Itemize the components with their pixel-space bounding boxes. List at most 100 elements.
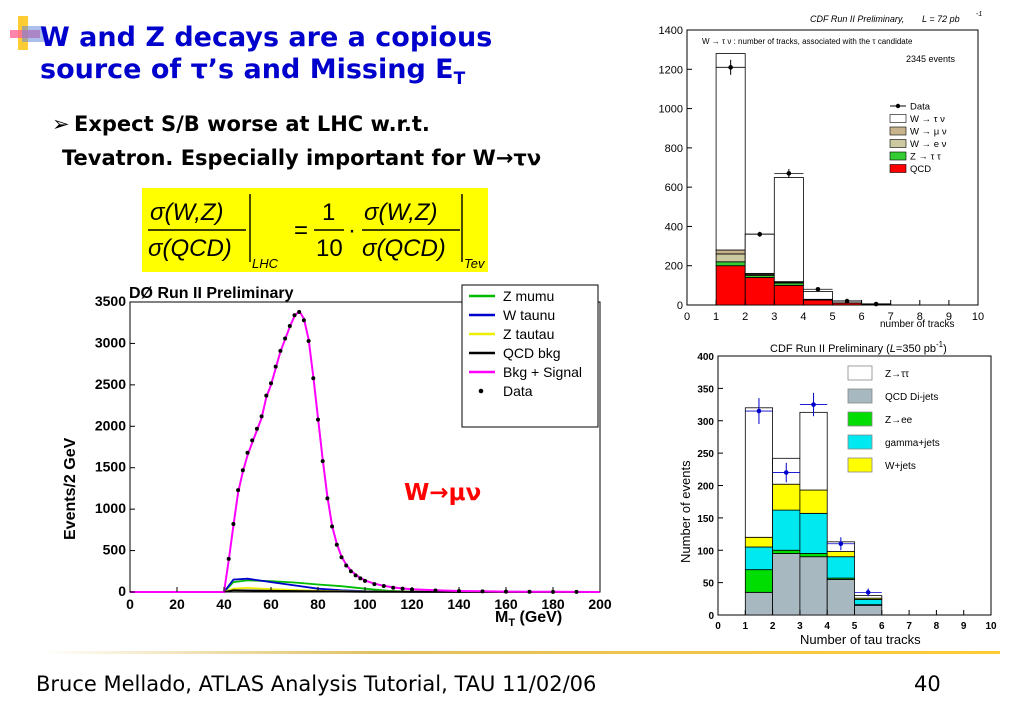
legend-label: gamma+jets bbox=[885, 438, 940, 449]
chart-b-y-ticks: 0 500 1000 1500 2000 2500 3000 3500 bbox=[95, 293, 135, 599]
legend-swatch bbox=[847, 457, 873, 473]
bar-w-jets bbox=[744, 536, 774, 548]
legend-marker-dot bbox=[895, 103, 901, 109]
w-mu-nu-label: W→μν bbox=[404, 480, 482, 506]
data-point bbox=[865, 590, 871, 595]
y-tick-label: 50 bbox=[703, 579, 715, 590]
x-tick-label: 8 bbox=[934, 621, 940, 632]
bar-gamma-jets bbox=[744, 546, 774, 571]
data-point bbox=[358, 576, 363, 581]
x-tick-label: 2 bbox=[742, 311, 748, 323]
x-tick-label: 6 bbox=[879, 621, 885, 632]
data-point bbox=[815, 286, 821, 292]
chart-c-legend: Z→ττ QCD Di-jets Z→ee gamma+jets W+jets bbox=[847, 365, 940, 473]
x-tick-label: 10 bbox=[985, 621, 997, 632]
chart-a-lumi: L = 72 pb bbox=[922, 14, 960, 24]
data-point bbox=[283, 336, 288, 341]
x-tick-label: 3 bbox=[797, 621, 803, 632]
legend-swatch bbox=[889, 151, 907, 161]
legend-swatch bbox=[889, 164, 907, 173]
bar-w- bbox=[773, 177, 804, 283]
bar-qcd-di-jets bbox=[826, 578, 855, 616]
footer-author: Bruce Mellado, ATLAS Analysis Tutorial, … bbox=[36, 672, 597, 696]
legend-label: Z mumu bbox=[503, 288, 554, 304]
data-point bbox=[325, 496, 330, 501]
data-point bbox=[320, 459, 325, 464]
x-tick-label: 100 bbox=[353, 596, 377, 612]
y-tick-label: 500 bbox=[103, 542, 127, 558]
cdf-wtaunu-tracks-chart: CDF Run II Preliminary, L = 72 pb -1 W →… bbox=[659, 11, 985, 330]
legend-label: QCD Di-jets bbox=[885, 392, 938, 403]
bullet-arrow-icon: ➢ bbox=[52, 112, 70, 136]
data-point bbox=[226, 556, 231, 561]
bar-gamma-jets bbox=[854, 599, 883, 606]
chart-b-legend-box bbox=[461, 284, 599, 428]
y-tick-label: 1000 bbox=[95, 500, 126, 516]
bullet-line-1: Expect S/B worse at LHC w.r.t. bbox=[74, 112, 430, 136]
x-tick-label: 120 bbox=[400, 596, 424, 612]
data-point bbox=[844, 298, 850, 304]
data-point bbox=[254, 426, 259, 431]
bar-w-jets bbox=[799, 489, 828, 514]
chart-c-lumi-symbol: L bbox=[890, 343, 896, 355]
bullet-line-2: Tevatron. Especially important for W→τν bbox=[62, 146, 542, 170]
y-tick-label: 100 bbox=[697, 546, 714, 557]
y-tick-label: 1200 bbox=[659, 64, 683, 76]
y-tick-label: 3500 bbox=[95, 293, 126, 309]
data-point bbox=[480, 589, 485, 594]
data-point bbox=[756, 408, 762, 414]
formula-rhs-numerator: σ(W,Z) bbox=[364, 199, 438, 226]
x-tick-label: 3 bbox=[771, 311, 777, 323]
data-point bbox=[339, 555, 344, 560]
chart-c-title-main: CDF Run II Preliminary ( bbox=[770, 343, 890, 355]
bar-z- bbox=[715, 261, 746, 267]
data-point bbox=[250, 438, 255, 443]
chart-a-x-label: number of tracks bbox=[880, 319, 954, 330]
legend-label: Data bbox=[910, 102, 931, 113]
title-subscript: T bbox=[453, 69, 466, 89]
y-tick-label: 1000 bbox=[659, 104, 683, 116]
data-point bbox=[292, 313, 297, 318]
chart-b-x-ticks: 0 20 40 60 80 100 120 140 160 180 200 bbox=[126, 587, 612, 612]
chart-a-lumi-sup: -1 bbox=[976, 11, 982, 18]
chart-b-title: DØ Run II Preliminary bbox=[129, 285, 294, 302]
y-tick-label: 2500 bbox=[95, 376, 126, 392]
chart-c-y-ticks: 0 50 100 150 200 250 300 350 400 bbox=[697, 352, 723, 622]
legend-marker-dot bbox=[478, 388, 484, 394]
legend-label: QCD bbox=[910, 164, 931, 175]
data-point bbox=[728, 65, 733, 70]
data-point bbox=[353, 573, 358, 578]
formula-rhs-denominator: σ(QCD) bbox=[362, 235, 446, 262]
x-tick-label: 40 bbox=[216, 596, 232, 612]
x-tick-label: 1 bbox=[713, 311, 719, 323]
bar-qcd bbox=[802, 299, 833, 306]
legend-label: Z→ττ bbox=[885, 369, 909, 380]
chart-c-lumi-value: =350 pb bbox=[896, 343, 936, 355]
chart-a-y-ticks: 0 200 400 600 800 1000 1200 1400 bbox=[659, 25, 692, 312]
data-point bbox=[245, 450, 250, 455]
data-point bbox=[391, 585, 396, 590]
bar-w- bbox=[744, 233, 775, 274]
y-tick-label: 2000 bbox=[95, 417, 126, 433]
legend-swatch bbox=[847, 434, 873, 450]
x-tick-label: 5 bbox=[852, 621, 858, 632]
y-tick-label: 1500 bbox=[95, 459, 126, 475]
formula-lhs-subscript: LHC bbox=[252, 256, 279, 271]
chart-c-y-label: Number of events bbox=[678, 460, 693, 563]
ratio-formula: σ(W,Z) σ(QCD) LHC = 1 10 · σ(W,Z) σ(QCD)… bbox=[142, 188, 488, 272]
x-tick-label: 5 bbox=[829, 311, 835, 323]
data-point bbox=[236, 488, 241, 493]
chart-b-x-label-sub: T bbox=[508, 617, 515, 629]
y-tick-label: 3000 bbox=[95, 334, 126, 350]
bar-gamma-jets bbox=[799, 512, 828, 554]
data-point bbox=[301, 318, 306, 323]
data-point bbox=[344, 563, 349, 568]
title-line-2-text: source of τ’s and Missing E bbox=[40, 54, 454, 85]
data-point bbox=[287, 324, 292, 329]
legend-swatch bbox=[889, 126, 907, 136]
data-point bbox=[372, 582, 377, 587]
bar-qcd-di-jets bbox=[772, 553, 801, 616]
y-tick-label: 800 bbox=[665, 143, 683, 155]
chart-c-x-label: Number of tau tracks bbox=[800, 632, 921, 647]
data-point bbox=[316, 417, 320, 422]
